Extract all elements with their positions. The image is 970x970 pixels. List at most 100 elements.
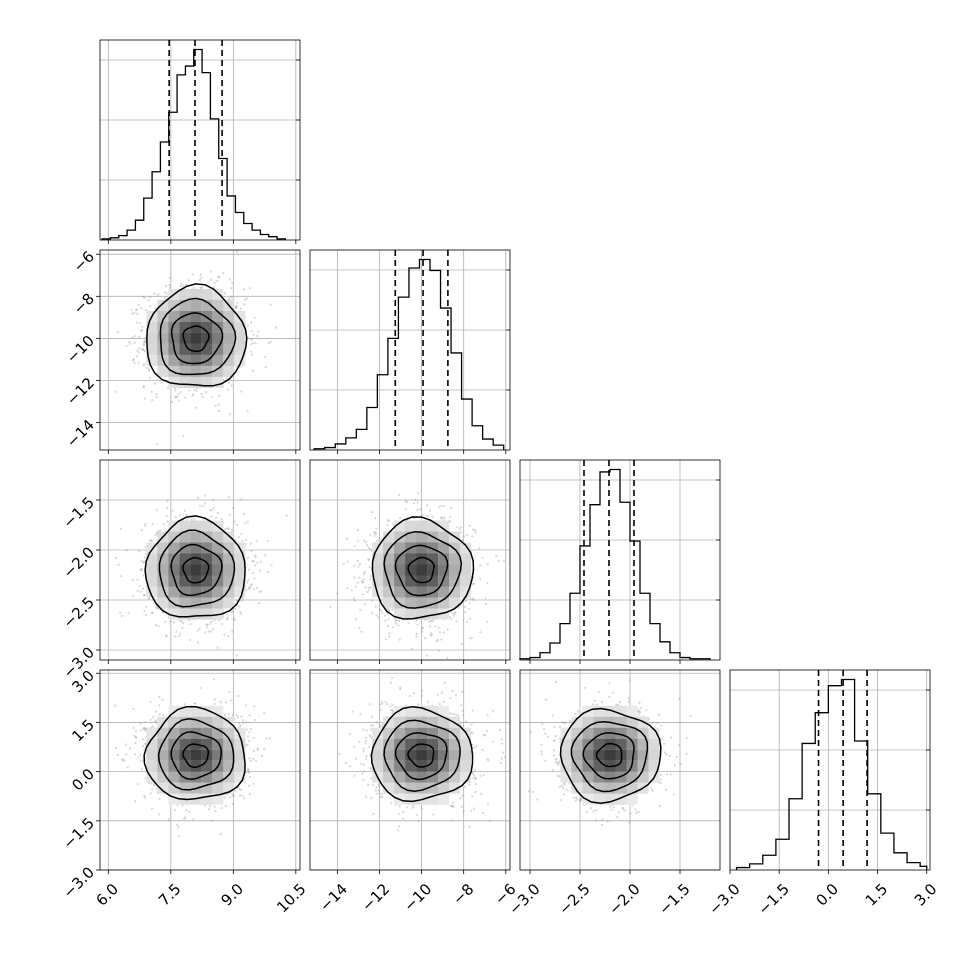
density-cell [438, 520, 450, 532]
scatter-point [175, 630, 178, 633]
scatter-point [285, 514, 288, 517]
scatter-point [137, 303, 140, 307]
scatter-point [151, 611, 154, 615]
scatter-point [353, 545, 356, 548]
scatter-point [353, 599, 356, 603]
scatter-point [374, 605, 377, 608]
scatter-point [425, 654, 428, 657]
density-cell [438, 597, 450, 609]
density-cell [449, 564, 461, 576]
scatter-point [270, 564, 273, 567]
scatter-point [162, 608, 165, 611]
scatter-point [235, 305, 238, 308]
scatter-point [450, 506, 453, 510]
scatter-point [248, 287, 251, 290]
scatter-point [201, 395, 204, 399]
density-cell [234, 310, 246, 322]
density-cell [223, 310, 235, 322]
density-cell [179, 531, 191, 543]
density-cell [179, 288, 191, 300]
scatter-point [144, 522, 147, 525]
density-cell [394, 575, 406, 587]
scatter-point [236, 301, 239, 304]
panel-frame [729, 669, 931, 871]
scatter-point [227, 381, 231, 384]
density-contour [371, 516, 475, 620]
scatter-point [193, 518, 196, 521]
density-contour [170, 312, 224, 365]
scatter-point [497, 559, 500, 563]
scatter-point [144, 614, 148, 617]
density-cell [201, 553, 213, 565]
scatter-point [198, 278, 202, 281]
panel-frame [309, 249, 511, 451]
scatter-point [363, 570, 366, 574]
scatter-point [184, 283, 187, 287]
scatter-point [363, 572, 366, 576]
scatter-point [150, 611, 154, 614]
scatter-point [132, 358, 135, 361]
scatter-point [264, 366, 267, 369]
scatter-point [145, 605, 148, 608]
scatter-point [471, 597, 475, 600]
scatter-point [134, 308, 137, 311]
scatter-point [481, 556, 484, 559]
scatter-point [154, 382, 157, 385]
scatter-point [233, 520, 236, 523]
density-cell [212, 586, 224, 598]
scatter-point [223, 633, 226, 636]
density-cell [405, 564, 417, 576]
density-cell [438, 575, 450, 587]
scatter-point [165, 635, 168, 638]
scatter-point [220, 517, 223, 521]
scatter-point [430, 631, 433, 635]
scatter-point [174, 635, 177, 638]
scatter-point [398, 517, 402, 520]
density-cell [427, 520, 439, 532]
scatter-point [140, 560, 143, 563]
scatter-point [119, 527, 122, 530]
scatter-point [151, 522, 154, 526]
scatter-point [137, 361, 140, 364]
scatter-point [369, 533, 372, 537]
scatter-point [233, 619, 236, 622]
density-cell [383, 586, 395, 598]
scatter-point [236, 654, 239, 657]
scatter-point [144, 339, 147, 342]
scatter-point [139, 322, 142, 325]
scatter-point [231, 610, 234, 613]
scatter-point [209, 630, 212, 633]
scatter-point [154, 307, 157, 310]
scatter-point [442, 518, 445, 522]
scatter-point [127, 612, 130, 615]
scatter-point [155, 509, 158, 512]
scatter-point [230, 611, 233, 614]
scatter-point [371, 612, 374, 615]
scatter-point [358, 562, 362, 566]
scatter-point [428, 620, 431, 623]
scatter-point [431, 619, 434, 623]
density-cell [212, 376, 224, 388]
scatter-point [426, 515, 429, 518]
scatter-point [143, 560, 146, 563]
scatter-point [217, 276, 220, 279]
scatter-point [140, 568, 143, 571]
scatter-point [114, 390, 117, 393]
density-cell [157, 564, 169, 576]
scatter-point [143, 350, 146, 353]
scatter-point [228, 297, 231, 300]
scatter-point [142, 349, 145, 352]
density-cell [427, 597, 439, 609]
panel-frame [519, 459, 721, 661]
scatter-point [361, 581, 364, 584]
scatter-point [379, 609, 383, 612]
scatter-point [130, 308, 133, 311]
scatter-point [434, 625, 437, 628]
scatter-point [142, 587, 145, 590]
scatter-point [193, 388, 196, 391]
scatter-point [474, 531, 477, 534]
density-cell [449, 586, 461, 598]
scatter-point [194, 406, 198, 409]
density-cell [190, 310, 202, 322]
density-cell [179, 354, 191, 366]
